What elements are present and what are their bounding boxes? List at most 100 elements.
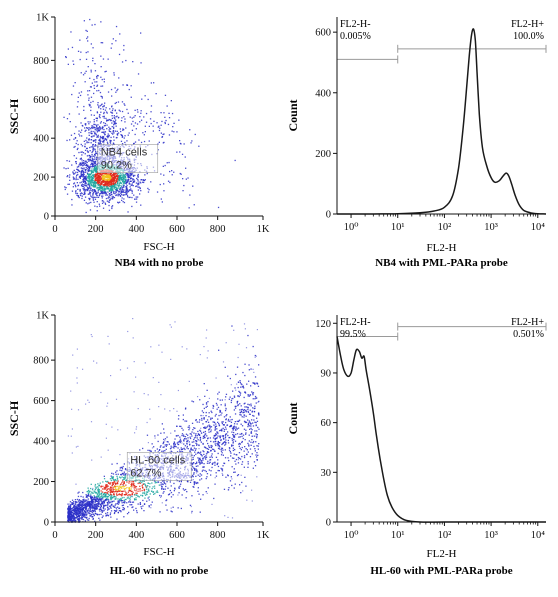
event-dot	[252, 407, 254, 409]
event-dot	[125, 127, 127, 129]
event-dot	[210, 417, 212, 419]
event-dot	[101, 173, 103, 176]
event-dot	[109, 494, 111, 496]
event-dot	[190, 433, 192, 435]
event-dot	[86, 519, 89, 521]
event-dot	[97, 190, 99, 192]
event-dot	[162, 142, 164, 144]
event-dot	[183, 447, 185, 449]
event-dot	[137, 503, 139, 505]
event-dot	[80, 164, 83, 166]
event-dot	[168, 112, 170, 114]
event-dot	[136, 109, 139, 111]
event-dot	[134, 494, 136, 496]
event-dot	[109, 486, 112, 488]
event-dot	[121, 136, 124, 138]
event-dot	[114, 120, 116, 123]
event-dot	[255, 424, 257, 427]
event-dot	[123, 116, 125, 118]
event-dot	[76, 140, 78, 142]
event-dot	[88, 127, 90, 129]
event-dot	[251, 429, 253, 431]
event-dot	[82, 499, 84, 501]
event-dot	[247, 461, 249, 463]
event-dot	[145, 486, 147, 488]
event-dot	[209, 427, 211, 429]
event-dot	[134, 122, 137, 124]
event-dot	[78, 92, 80, 94]
event-dot	[257, 448, 259, 450]
event-dot	[237, 404, 239, 406]
nb4-gate-label-box	[97, 144, 159, 173]
event-dot	[139, 116, 141, 118]
event-dot	[133, 179, 135, 181]
event-dot	[97, 102, 99, 104]
event-dot	[78, 513, 80, 515]
event-dot	[153, 485, 156, 487]
event-dot	[234, 407, 237, 409]
event-dot	[90, 195, 92, 197]
event-dot	[241, 383, 243, 386]
event-dot	[166, 441, 168, 443]
event-dot	[92, 171, 95, 174]
event-dot	[99, 193, 101, 195]
event-dot	[116, 494, 118, 496]
event-dot	[205, 453, 208, 455]
event-dot	[69, 139, 71, 141]
event-dot	[82, 171, 85, 173]
event-dot	[235, 426, 237, 428]
event-dot	[96, 192, 98, 194]
event-dot	[85, 503, 87, 505]
event-dot	[99, 500, 101, 502]
event-dot	[173, 444, 175, 446]
event-dot	[112, 108, 114, 110]
event-dot	[85, 517, 87, 519]
event-dot	[221, 422, 223, 425]
event-dot	[124, 182, 127, 184]
event-dot	[71, 499, 74, 501]
event-dot	[79, 512, 81, 514]
event-dot	[220, 454, 223, 456]
event-dot	[71, 204, 73, 206]
event-dot	[123, 516, 125, 518]
event-dot	[84, 190, 86, 192]
event-dot	[229, 451, 231, 453]
event-dot	[94, 485, 96, 487]
event-dot	[247, 442, 249, 445]
event-dot	[88, 134, 90, 136]
event-dot	[148, 140, 150, 142]
event-dot	[106, 119, 108, 121]
event-dot	[189, 129, 191, 131]
event-dot	[123, 198, 125, 200]
event-dot	[88, 176, 91, 178]
event-dot	[170, 450, 172, 452]
event-dot	[76, 106, 79, 108]
event-dot	[87, 158, 90, 160]
event-dot	[220, 448, 222, 451]
event-dot	[86, 516, 88, 518]
event-dot	[83, 168, 85, 170]
event-dot	[258, 428, 260, 430]
event-dot	[111, 207, 113, 210]
event-dot	[85, 211, 87, 214]
event-dot	[75, 178, 77, 181]
event-dot	[75, 514, 77, 517]
event-dot	[131, 183, 133, 185]
event-dot	[93, 165, 95, 167]
event-dot	[81, 516, 83, 518]
event-dot	[80, 91, 83, 93]
y-tick-label: 0	[326, 210, 331, 221]
event-dot	[78, 504, 80, 506]
event-dot	[121, 197, 123, 199]
event-dot	[241, 408, 243, 411]
event-dot	[227, 418, 230, 421]
event-dot	[77, 50, 80, 52]
event-dot	[247, 463, 249, 465]
event-dot	[92, 182, 94, 184]
event-dot	[242, 437, 244, 440]
event-dot	[75, 513, 77, 515]
event-dot	[83, 173, 85, 176]
event-dot	[105, 192, 107, 194]
event-dot	[133, 482, 135, 485]
event-dot	[256, 437, 258, 439]
